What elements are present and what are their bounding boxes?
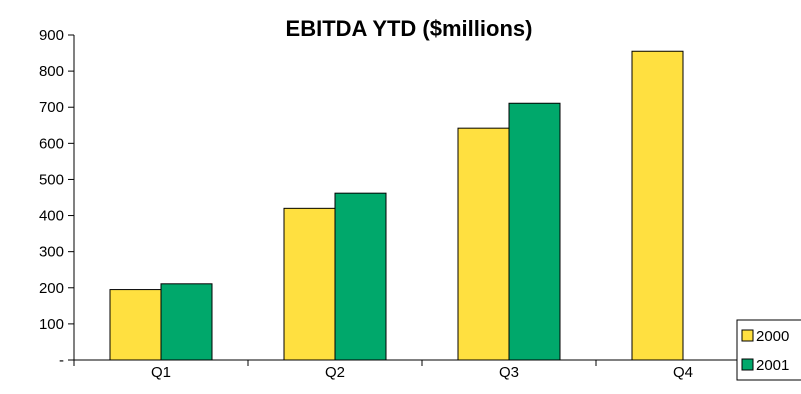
y-tick-label: 900 [39, 27, 64, 44]
y-tick-label: 700 [39, 99, 64, 116]
x-tick-label: Q1 [151, 364, 171, 381]
bar-2000-Q2 [283, 207, 336, 361]
bars-group [109, 50, 684, 361]
x-tick-label: Q3 [499, 364, 519, 381]
y-tick-label: 200 [39, 280, 64, 297]
x-tick-label: Q4 [673, 364, 693, 381]
y-tick-label: 400 [39, 208, 64, 225]
bar-2000-Q1 [109, 289, 162, 361]
y-tick-label: - [59, 352, 64, 369]
y-tick-label: 300 [39, 244, 64, 261]
y-tick-label: 500 [39, 171, 64, 188]
x-tick-label: Q2 [325, 364, 345, 381]
x-axis: Q1 Q2 Q3 Q4 [73, 359, 801, 381]
bar-2000-Q4 [631, 50, 684, 361]
legend-swatch-2000 [741, 329, 754, 342]
chart-title: EBITDA YTD ($millions) [286, 16, 533, 41]
bar-2001-Q1 [160, 283, 213, 361]
y-tick-label: 600 [39, 135, 64, 152]
legend: 2000 2001 [736, 319, 801, 381]
legend-label-2000: 2000 [756, 328, 789, 345]
legend-swatch-2001 [741, 358, 754, 371]
bar-2001-Q2 [334, 192, 387, 361]
y-tick-label: 800 [39, 63, 64, 80]
y-axis: - 100 200 300 400 500 600 700 800 900 [39, 27, 75, 369]
bar-2001-Q3 [508, 102, 561, 361]
bar-2000-Q3 [457, 127, 510, 361]
legend-label-2001: 2001 [756, 357, 789, 374]
y-tick-label: 100 [39, 316, 64, 333]
